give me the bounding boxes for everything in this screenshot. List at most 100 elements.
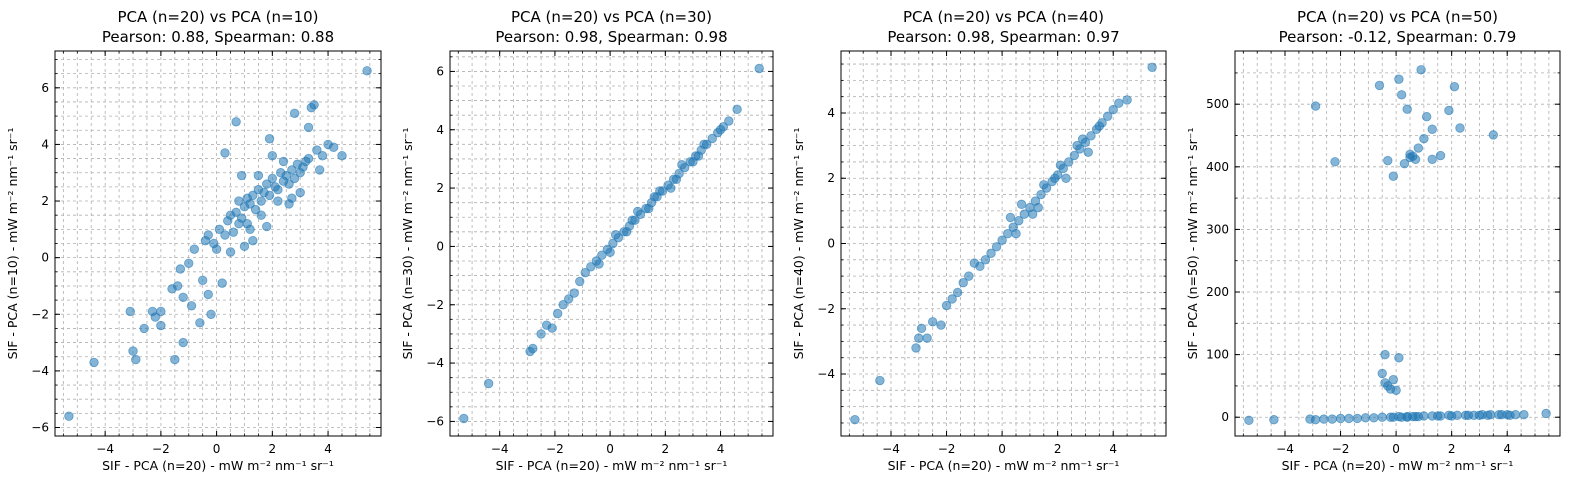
scatter-point bbox=[264, 134, 275, 144]
scatter-point bbox=[927, 317, 938, 327]
scatter-point bbox=[483, 378, 494, 389]
scatter-point bbox=[309, 100, 319, 110]
chart-title: PCA (n=20) vs PCA (n=10) bbox=[117, 8, 318, 26]
scatter-point bbox=[1463, 410, 1474, 421]
scatter-point bbox=[1016, 199, 1027, 210]
scatter-point bbox=[156, 320, 166, 331]
scatter-panel-4: PCA (n=20) vs PCA (n=50) Pearson: -0.12,… bbox=[1185, 8, 1561, 473]
scatter-point bbox=[1005, 212, 1016, 223]
scatter-point bbox=[1108, 105, 1118, 115]
scatter-point bbox=[1383, 155, 1393, 166]
x-tick-label: −2 bbox=[546, 442, 564, 456]
y-tick-label: 2 bbox=[41, 194, 49, 208]
y-tick-label: −6 bbox=[31, 421, 49, 435]
y-tick-label: 6 bbox=[436, 64, 444, 78]
x-tick-label: 4 bbox=[717, 442, 725, 456]
scatter-point bbox=[1446, 411, 1457, 421]
scatter-point bbox=[281, 170, 291, 181]
scatter-point bbox=[1077, 134, 1088, 144]
scatter-point bbox=[1377, 368, 1387, 379]
scatter-point bbox=[580, 267, 590, 278]
scatter-point bbox=[128, 346, 138, 356]
scatter-point bbox=[1380, 349, 1390, 360]
x-tick-label: 2 bbox=[1448, 442, 1456, 456]
scatter-point bbox=[236, 213, 247, 223]
scatter-point bbox=[1335, 413, 1346, 424]
chart-subtitle: Pearson: 0.88, Spearman: 0.88 bbox=[102, 28, 334, 46]
scatter-point bbox=[1496, 410, 1507, 420]
scatter-points bbox=[850, 62, 1157, 425]
y-axis-label: SIF - PCA (n=40) - mW m⁻² nm⁻¹ sr⁻¹ bbox=[791, 128, 806, 360]
scatter-point bbox=[558, 300, 568, 310]
grid bbox=[841, 51, 1166, 436]
scatter-point bbox=[175, 264, 186, 274]
y-tick-label: 500 bbox=[1206, 97, 1229, 111]
scatter-point bbox=[552, 308, 563, 319]
scatter-point bbox=[644, 203, 654, 214]
scatter-point bbox=[1427, 154, 1437, 165]
scatter-point bbox=[287, 193, 297, 203]
scatter-point bbox=[1244, 415, 1254, 426]
y-tick-label: −4 bbox=[817, 367, 835, 381]
scatter-point bbox=[1027, 209, 1038, 219]
y-tick-label: 200 bbox=[1206, 285, 1229, 299]
scatter-point bbox=[1072, 140, 1082, 151]
x-tick-label: −4 bbox=[491, 442, 509, 456]
scatter-point bbox=[610, 230, 621, 240]
scatter-point bbox=[575, 276, 585, 287]
y-axis-label: SIF - PCA (n=30) - mW m⁻² nm⁻¹ sr⁻¹ bbox=[400, 128, 415, 360]
x-tick-label: 4 bbox=[1109, 442, 1117, 456]
scatter-point bbox=[1444, 105, 1454, 116]
scatter-point bbox=[1050, 173, 1060, 183]
y-tick-label: 4 bbox=[436, 123, 444, 137]
scatter-point bbox=[1449, 81, 1460, 92]
scatter-point bbox=[1388, 412, 1399, 422]
y-axis-label: SIF - PCA (n=10) - mW m⁻² nm⁻¹ sr⁻¹ bbox=[5, 128, 20, 360]
scatter-panel-2: PCA (n=20) vs PCA (n=30) Pearson: 0.98, … bbox=[400, 8, 774, 473]
scatter-point bbox=[1039, 180, 1049, 190]
scatter-point bbox=[986, 248, 996, 258]
scatter-point bbox=[267, 151, 278, 161]
scatter-point bbox=[594, 259, 604, 269]
y-axis-label: SIF - PCA (n=50) - mW m⁻² nm⁻¹ sr⁻¹ bbox=[1185, 128, 1200, 360]
scatter-point bbox=[139, 323, 149, 334]
scatter-point bbox=[267, 173, 278, 184]
scatter-point bbox=[287, 165, 297, 175]
scatter-point bbox=[688, 157, 698, 167]
x-tick-label: 4 bbox=[1503, 442, 1511, 456]
grid bbox=[450, 51, 773, 437]
scatter-point bbox=[328, 142, 339, 152]
scatter-panel-3: PCA (n=20) vs PCA (n=40) Pearson: 0.98, … bbox=[791, 8, 1167, 473]
scatter-point bbox=[936, 320, 946, 330]
scatter-point bbox=[89, 357, 99, 368]
scatter-point bbox=[150, 312, 161, 322]
scatter-point bbox=[754, 63, 764, 74]
scatter-point bbox=[284, 179, 294, 189]
scatter-point bbox=[707, 133, 717, 144]
x-axis-label: SIF - PCA (n=20) - mW m⁻² nm⁻¹ sr⁻¹ bbox=[1282, 458, 1514, 473]
x-tick-label: −4 bbox=[882, 442, 900, 456]
scatter-point bbox=[1055, 160, 1066, 170]
scatter-point bbox=[991, 242, 1002, 252]
x-tick-label: 2 bbox=[1054, 442, 1062, 456]
x-tick-label: 0 bbox=[998, 442, 1006, 456]
scatter-point bbox=[217, 278, 227, 288]
y-tick-label: 0 bbox=[41, 251, 49, 265]
scatter-point bbox=[1388, 171, 1399, 181]
scatter-point bbox=[958, 277, 968, 288]
scatter-point bbox=[1069, 150, 1080, 161]
scatter-point bbox=[922, 333, 932, 343]
scatter-point bbox=[220, 230, 230, 240]
scatter-point bbox=[303, 122, 314, 133]
x-tick-label: 0 bbox=[606, 442, 614, 456]
axes-frame bbox=[1234, 50, 1561, 437]
scatter-point bbox=[914, 333, 924, 343]
scatter-point bbox=[1388, 374, 1399, 385]
scatter-point bbox=[214, 224, 225, 235]
scatter-point bbox=[248, 235, 258, 246]
scatter-point bbox=[1360, 413, 1371, 423]
scatter-point bbox=[947, 294, 957, 304]
scatter-point bbox=[1519, 410, 1529, 420]
scatter-point bbox=[1269, 415, 1279, 425]
